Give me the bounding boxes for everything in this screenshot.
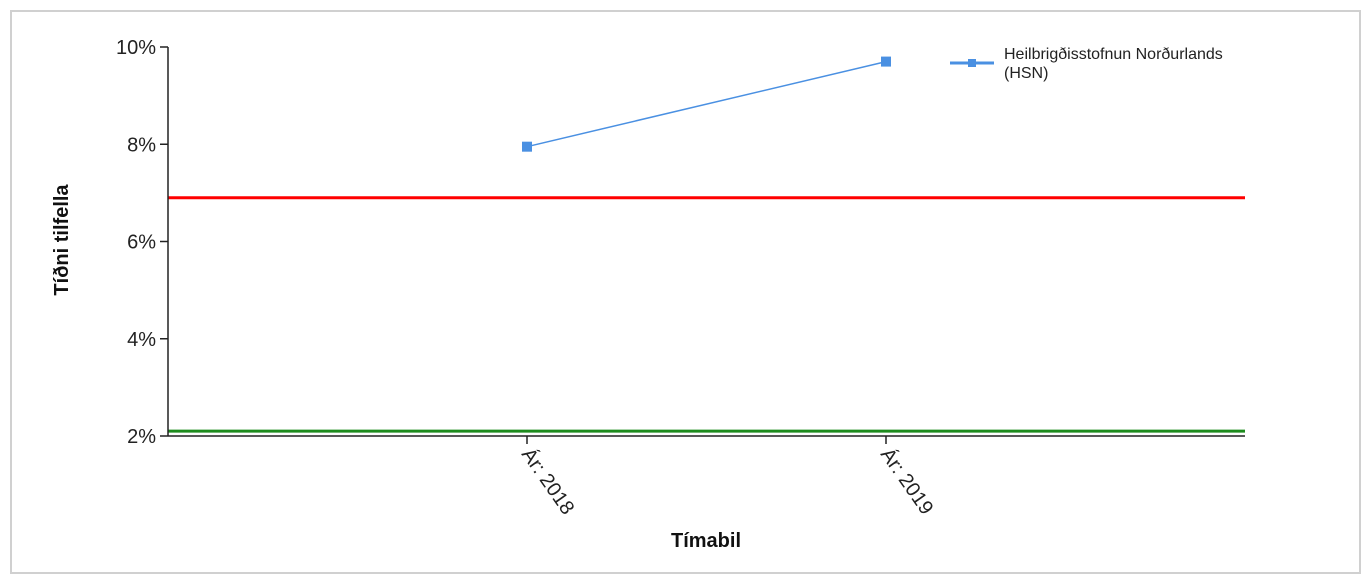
legend: Heilbrigðisstofnun Norðurlands (HSN) [950, 46, 1223, 82]
x-tick-label: Ár: 2018 [517, 444, 579, 519]
x-axis-ticks: Ár: 2018 Ár: 2019 [517, 436, 938, 519]
y-tick-label: 8% [127, 134, 156, 156]
y-axis-ticks: 2% 4% 6% 8% 10% [116, 37, 168, 448]
chart-frame [10, 10, 1361, 574]
x-tick-label: Ár: 2019 [876, 444, 938, 519]
y-tick-label: 10% [116, 37, 156, 59]
legend-swatch-marker [968, 59, 976, 67]
data-point [881, 56, 891, 67]
y-tick-label: 4% [127, 329, 156, 351]
x-axis-title: Tímabil [671, 530, 741, 552]
series-line [526, 60, 887, 148]
y-tick-label: 6% [127, 232, 156, 254]
data-point [522, 141, 532, 152]
series [522, 56, 891, 152]
y-axis-title: Tíðni tilfella [51, 184, 73, 296]
y-tick-label: 2% [127, 426, 156, 448]
legend-label: Heilbrigðisstofnun Norðurlands (HSN) [1004, 46, 1223, 82]
reference-lines [168, 196, 1245, 433]
